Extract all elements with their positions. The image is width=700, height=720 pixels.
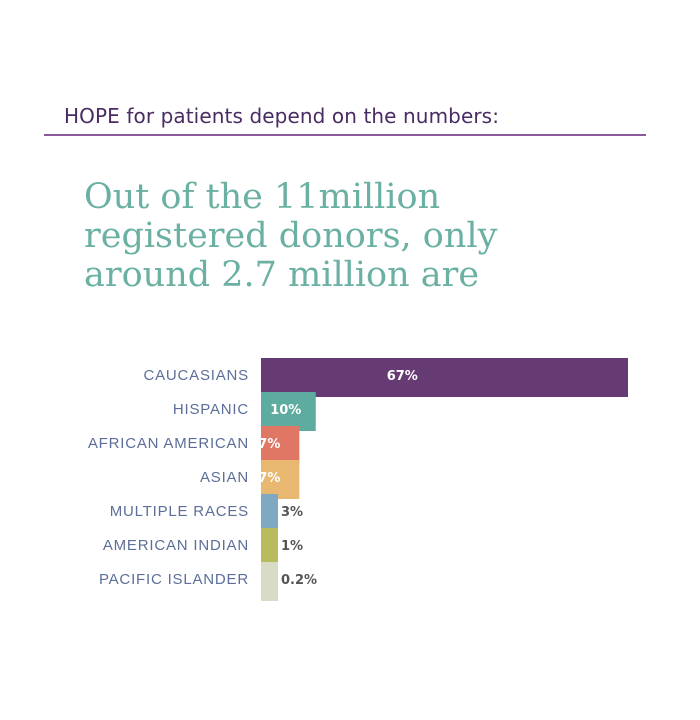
value-label-asian: 7%	[258, 471, 280, 486]
category-label-multiple-races: MULTIPLE RACES	[110, 503, 249, 520]
bar-african-american	[261, 426, 300, 465]
headline-line-2: registered donors, only	[84, 216, 498, 256]
value-label-african-american: 7%	[258, 437, 280, 452]
ethnicity-bar-chart: CAUCASIANS HISPANIC AFRICAN AMERICAN ASIAN M…	[88, 358, 628, 601]
bars-layer: CAUCASIANS HISPANIC AFRICAN AMERICAN ASIAN M…	[88, 358, 628, 601]
category-label-asian: ASIAN	[200, 469, 249, 486]
bar-asian	[261, 460, 300, 499]
header-divider	[44, 134, 646, 136]
value-label-hispanic: 10%	[270, 403, 301, 418]
headline: Out of the 11million registered donors, …	[84, 178, 624, 295]
bar-caucasians	[261, 358, 628, 397]
value-label-multiple-races: 3%	[281, 505, 303, 520]
value-label-american-indian: 1%	[281, 539, 303, 554]
bar-multiple-races	[261, 494, 278, 533]
category-label-pacific-islander: PACIFIC ISLANDER	[99, 571, 249, 588]
value-label-pacific-islander: 0.2%	[281, 573, 317, 588]
headline-line-3: around 2.7 million are	[84, 255, 480, 295]
bar-american-indian	[261, 528, 278, 567]
category-label-american-indian: AMERICAN INDIAN	[103, 537, 249, 554]
bar-hispanic	[261, 392, 316, 431]
category-label-caucasians: CAUCASIANS	[143, 367, 249, 384]
category-label-african-american: AFRICAN AMERICAN	[88, 435, 249, 452]
category-label-hispanic: HISPANIC	[173, 401, 249, 418]
header-title: HOPE for patients depend on the numbers:	[64, 104, 500, 128]
headline-line-1: Out of the 11million	[84, 177, 441, 217]
value-label-caucasians: 67%	[387, 369, 418, 384]
bar-pacific-islander	[261, 562, 278, 601]
